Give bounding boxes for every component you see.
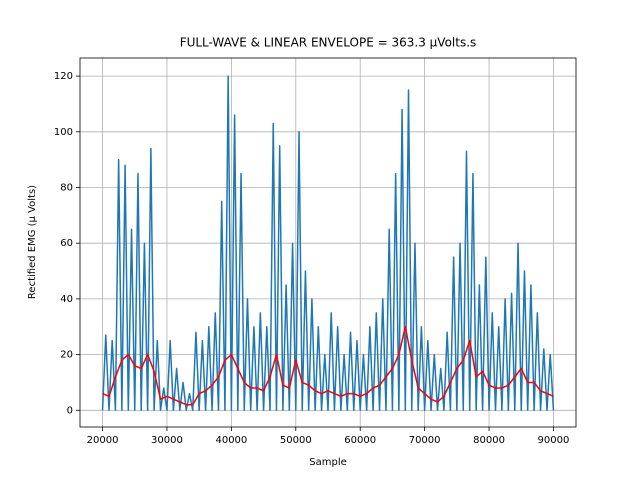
x-tick-label: 50000 xyxy=(280,435,312,446)
y-tick-label: 80 xyxy=(60,182,73,193)
data-line xyxy=(102,325,554,406)
x-tick-label: 30000 xyxy=(151,435,183,446)
plot-area xyxy=(101,75,555,412)
x-tick-label: 40000 xyxy=(215,435,247,446)
y-tick-label: 40 xyxy=(60,294,73,305)
data-line xyxy=(101,75,555,412)
axes-frame xyxy=(79,57,577,428)
x-axis-label: Sample xyxy=(309,457,347,468)
x-tick-label: 60000 xyxy=(344,435,376,446)
y-tick-label: 20 xyxy=(60,350,73,361)
y-tick-label: 120 xyxy=(54,71,73,82)
y-axis-label: Rectified EMG (µ Volts) xyxy=(27,185,38,299)
chart-title: FULL-WAVE & LINEAR ENVELOPE = 363.3 µVol… xyxy=(180,36,477,50)
y-tick-label: 0 xyxy=(67,405,73,416)
x-tick-label: 20000 xyxy=(87,435,119,446)
y-tick-label: 60 xyxy=(60,238,73,249)
grid xyxy=(80,58,576,427)
y-tick-label: 100 xyxy=(54,127,73,138)
x-tick-label: 90000 xyxy=(538,435,570,446)
x-tick-label: 70000 xyxy=(409,435,441,446)
x-tick-label: 80000 xyxy=(473,435,505,446)
